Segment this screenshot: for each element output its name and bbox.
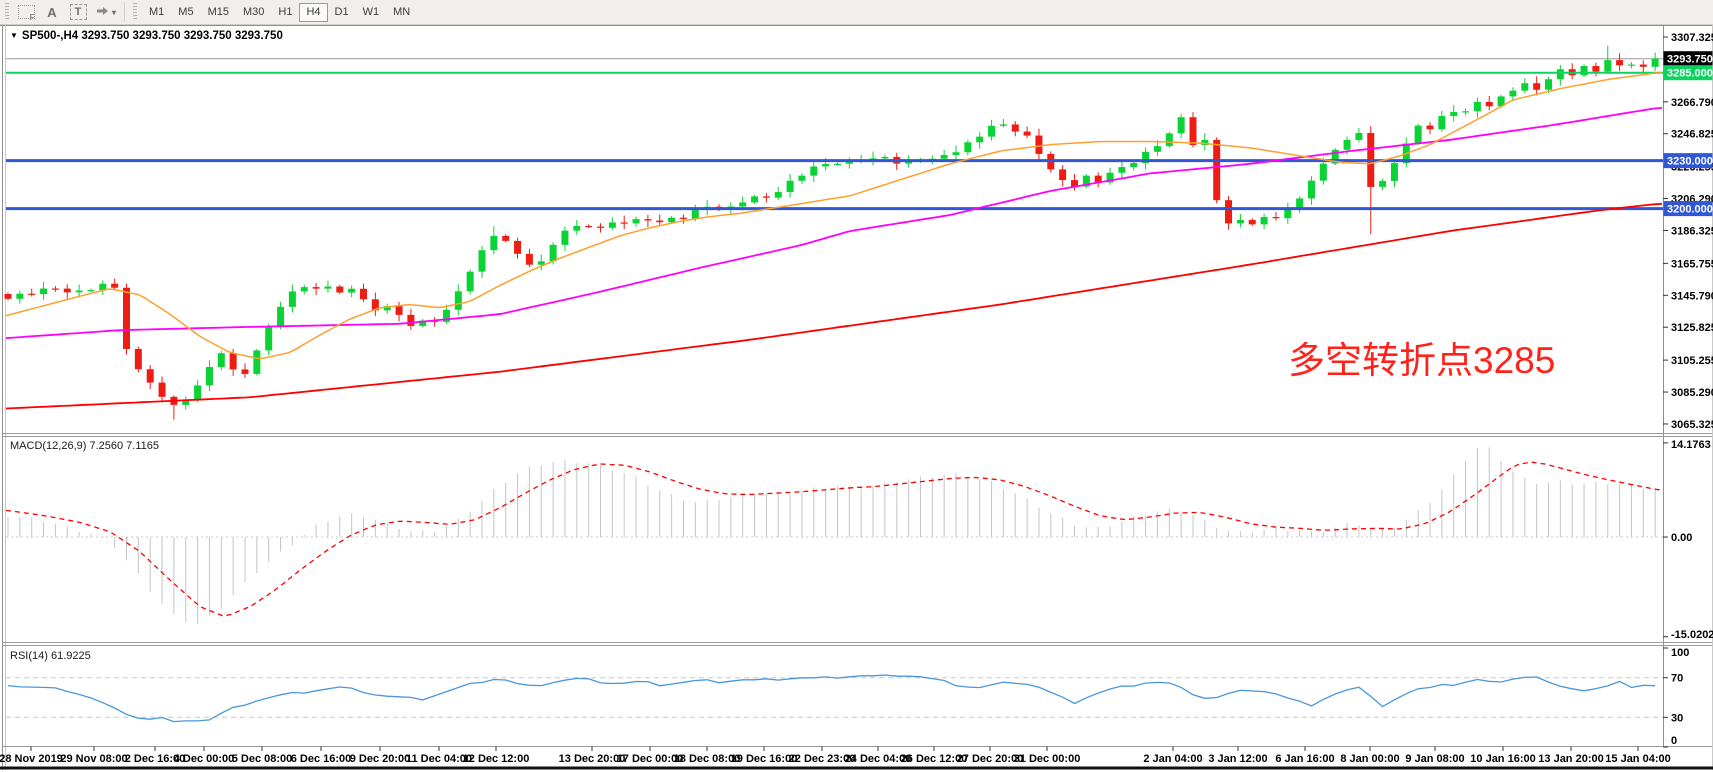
svg-text:29 Nov 08:00: 29 Nov 08:00 [60,753,127,765]
text-annotation-button[interactable]: A [40,2,64,22]
macd-signal-line [5,461,1662,617]
timeframe-button-h1[interactable]: H1 [271,3,299,22]
svg-text:19 Dec 16:00: 19 Dec 16:00 [731,753,798,765]
svg-text:3266.790: 3266.790 [1671,97,1713,109]
svg-text:3145.790: 3145.790 [1671,290,1713,302]
timeframe-button-m30[interactable]: M30 [236,3,271,22]
letter-a-icon: A [47,4,57,20]
window-frame [0,25,1713,770]
svg-text:0: 0 [1671,735,1677,747]
ohlc-values: 3293.750 3293.750 3293.750 3293.750 [81,30,283,42]
toolbar-drag-grip[interactable] [133,3,138,21]
timeframe-button-d1[interactable]: D1 [328,3,356,22]
svg-text:8 Jan 00:00: 8 Jan 00:00 [1340,753,1399,765]
svg-text:31 Dec 00:00: 31 Dec 00:00 [1014,753,1081,765]
ma-orange-fast [5,71,1663,360]
timeframe-button-m15[interactable]: M15 [201,3,236,22]
chart-title: ▼ SP500-,H4 3293.750 3293.750 3293.750 32… [10,30,283,42]
svg-text:27 Dec 20:00: 27 Dec 20:00 [957,753,1024,765]
toolbar-separator [124,2,126,22]
chevron-down-icon: ▾ [112,7,117,17]
svg-text:30: 30 [1671,712,1683,724]
macd-indicator-label: MACD(12,26,9) 7.2560 7.1165 [10,440,159,452]
svg-text:3 Jan 12:00: 3 Jan 12:00 [1208,753,1267,765]
candlesticks [4,45,1659,420]
svg-text:0.00: 0.00 [1671,532,1692,544]
ma-magenta-mid [5,107,1663,339]
svg-text:3085.290: 3085.290 [1671,387,1713,399]
rsi-panel [6,674,1663,723]
svg-text:5 Dec 08:00: 5 Dec 08:00 [232,753,293,765]
timeframe-button-group: M1 M5 M15 M30 H1 H4 D1 W1 MN [142,2,417,22]
template-button[interactable]: F [14,2,38,22]
svg-text:9 Jan 08:00: 9 Jan 08:00 [1405,753,1464,765]
timeframe-button-m5[interactable]: M5 [171,3,200,22]
svg-text:3125.825: 3125.825 [1671,322,1713,334]
svg-text:70: 70 [1671,673,1683,685]
svg-text:17 Dec 00:00: 17 Dec 00:00 [617,753,684,765]
letter-t-icon: T [69,4,87,20]
timeframe-button-w1[interactable]: W1 [356,3,387,22]
svg-text:6 Jan 16:00: 6 Jan 16:00 [1275,753,1334,765]
svg-text:11 Dec 04:00: 11 Dec 04:00 [406,753,472,765]
symbol-period-label: SP500-,H4 [21,30,79,42]
svg-text:9 Dec 20:00: 9 Dec 20:00 [350,753,411,765]
svg-text:24 Dec 04:00: 24 Dec 04:00 [845,753,912,765]
svg-text:15 Jan 04:00: 15 Jan 04:00 [1605,753,1670,765]
svg-text:12 Dec 12:00: 12 Dec 12:00 [463,753,530,765]
chart-dropdown-icon[interactable]: ▼ [10,31,18,40]
arrows-button[interactable]: ▾ [92,2,119,22]
svg-text:13 Jan 20:00: 13 Jan 20:00 [1538,753,1603,765]
svg-text:3065.325: 3065.325 [1671,419,1713,431]
svg-text:2 Dec 16:00: 2 Dec 16:00 [125,753,186,765]
svg-text:3200.000: 3200.000 [1667,204,1713,216]
rsi-indicator-label: RSI(14) 61.9225 [10,650,91,662]
svg-text:6 Dec 16:00: 6 Dec 16:00 [291,753,352,765]
svg-text:2 Jan 04:00: 2 Jan 04:00 [1143,753,1202,765]
svg-text:14.1763: 14.1763 [1671,439,1711,451]
svg-text:-15.0202: -15.0202 [1671,629,1713,641]
svg-text:13 Dec 20:00: 13 Dec 20:00 [559,753,626,765]
svg-text:3186.325: 3186.325 [1671,225,1713,237]
main-price-panel [4,45,1663,420]
macd-panel [5,447,1663,624]
svg-text:26 Dec 12:00: 26 Dec 12:00 [901,753,968,765]
dotted-grid-f-icon: F [17,5,35,22]
svg-text:4 Dec 00:00: 4 Dec 00:00 [174,753,235,765]
text-label-button[interactable]: T [66,2,90,22]
svg-text:100: 100 [1671,647,1689,659]
svg-text:3165.755: 3165.755 [1671,258,1713,270]
arrows-icon [97,7,108,15]
svg-text:3230.000: 3230.000 [1667,156,1713,168]
svg-text:3105.255: 3105.255 [1671,355,1713,367]
svg-text:3246.825: 3246.825 [1671,129,1713,141]
svg-text:10 Jan 16:00: 10 Jan 16:00 [1470,753,1535,765]
svg-text:3285.000: 3285.000 [1667,68,1713,80]
svg-text:18 Dec 08:00: 18 Dec 08:00 [674,753,741,765]
toolbar-drag-grip[interactable] [5,3,9,21]
chart-annotation-text: 多空转折点3285 [1288,340,1556,381]
svg-text:3307.325: 3307.325 [1671,32,1713,44]
timeframe-button-m1[interactable]: M1 [142,3,171,22]
price-axis: 3307.3253266.7903246.8253226.2553206.290… [1663,32,1713,748]
svg-text:22 Dec 23:00: 22 Dec 23:00 [789,753,856,765]
rsi-line [7,674,1656,723]
timeframe-button-mn[interactable]: MN [386,3,417,22]
timeframe-button-h4[interactable]: H4 [299,2,328,22]
ma-red-slow [5,202,1663,410]
svg-text:28 Nov 2019: 28 Nov 2019 [0,753,63,765]
toolbar: F A T ▾ M1 M5 M15 M30 H1 H4 D1 W1 MN [0,0,1713,25]
svg-text:3293.750: 3293.750 [1667,54,1713,66]
